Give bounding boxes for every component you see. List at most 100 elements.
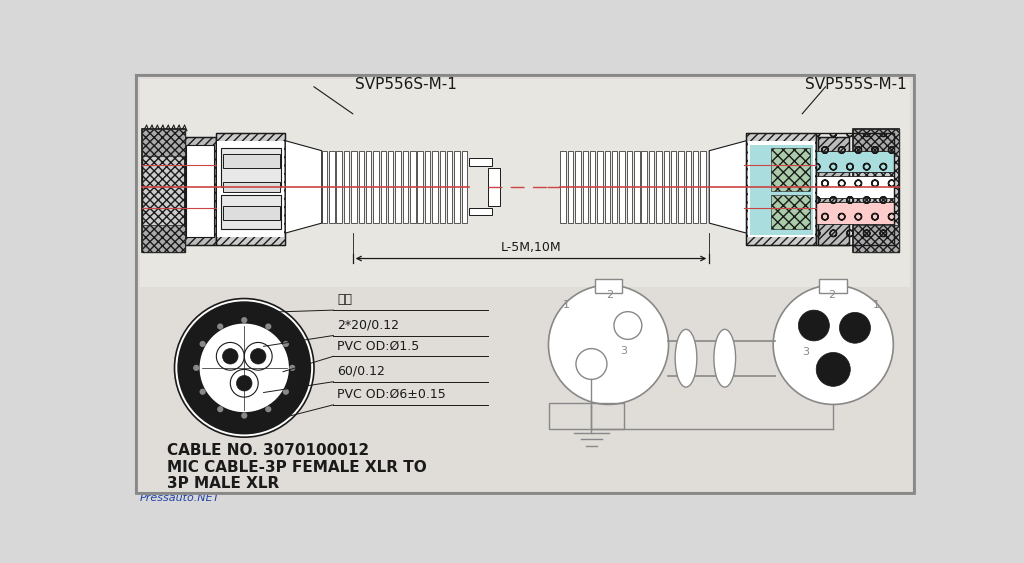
Bar (186, 145, 214, 237)
Bar (816, 133, 894, 245)
Bar (853, 129, 899, 156)
Bar (439, 151, 445, 223)
Circle shape (188, 312, 300, 423)
Bar (750, 145, 813, 235)
Bar (388, 151, 393, 223)
Bar (222, 154, 280, 168)
Bar (374, 151, 379, 223)
Bar (595, 279, 623, 293)
Circle shape (840, 312, 870, 343)
Circle shape (217, 406, 223, 412)
Bar (649, 151, 654, 223)
Circle shape (251, 348, 266, 364)
Bar (402, 151, 409, 223)
Bar (221, 195, 282, 229)
Text: CABLE NO. 3070100012: CABLE NO. 3070100012 (167, 443, 369, 458)
Text: PVC OD:Ø1.5: PVC OD:Ø1.5 (337, 339, 420, 352)
Circle shape (194, 365, 200, 371)
Bar (656, 151, 662, 223)
Circle shape (283, 388, 289, 395)
Bar (634, 151, 640, 223)
Bar (425, 151, 430, 223)
Bar (337, 151, 342, 223)
Text: Pressauto.NET: Pressauto.NET (139, 493, 220, 503)
Bar (597, 151, 603, 223)
Circle shape (241, 317, 248, 323)
Circle shape (265, 323, 271, 329)
Bar (818, 137, 849, 245)
Bar (184, 137, 216, 245)
Bar (222, 206, 280, 220)
Bar (560, 151, 566, 223)
Text: 2: 2 (828, 290, 836, 300)
Bar (358, 151, 364, 223)
Circle shape (230, 369, 258, 397)
Circle shape (283, 341, 289, 347)
Bar (664, 151, 669, 223)
Bar (641, 151, 647, 223)
Bar (771, 149, 810, 191)
Circle shape (289, 365, 295, 371)
Bar (322, 151, 328, 223)
Circle shape (200, 341, 206, 347)
Text: 2: 2 (606, 290, 613, 300)
Circle shape (202, 325, 287, 410)
Bar (575, 151, 581, 223)
Bar (469, 208, 493, 216)
Bar (418, 151, 423, 223)
Text: 1: 1 (872, 300, 880, 310)
Text: 3: 3 (621, 346, 628, 356)
Text: SVP556S-M-1: SVP556S-M-1 (355, 77, 457, 92)
Bar (686, 151, 691, 223)
Bar (381, 151, 386, 223)
Polygon shape (710, 141, 746, 233)
Circle shape (174, 298, 314, 437)
Bar (627, 151, 632, 223)
Circle shape (816, 352, 850, 386)
Bar (746, 133, 816, 245)
Ellipse shape (549, 285, 669, 404)
Text: 60/0.12: 60/0.12 (337, 365, 385, 378)
Circle shape (575, 348, 607, 379)
Text: 棉线: 棉线 (337, 293, 352, 306)
Bar (816, 202, 894, 224)
Bar (222, 181, 280, 193)
Bar (217, 141, 284, 237)
Bar (344, 151, 349, 223)
Circle shape (200, 388, 206, 395)
Text: L-5M,10M: L-5M,10M (501, 241, 561, 254)
Bar (853, 129, 899, 252)
Bar (590, 151, 595, 223)
Bar (746, 133, 816, 245)
Bar (748, 141, 815, 237)
Bar (432, 151, 437, 223)
Bar (853, 225, 899, 252)
Ellipse shape (675, 329, 697, 387)
Circle shape (265, 406, 271, 412)
Text: MIC CABLE-3P FEMALE XLR TO: MIC CABLE-3P FEMALE XLR TO (167, 461, 427, 475)
Bar (446, 151, 453, 223)
Bar (216, 133, 286, 245)
Text: 3: 3 (803, 347, 810, 358)
Circle shape (222, 348, 238, 364)
Circle shape (216, 342, 245, 370)
Text: PVC OD:Ø6±0.15: PVC OD:Ø6±0.15 (337, 388, 446, 401)
Circle shape (245, 342, 272, 370)
Ellipse shape (714, 329, 735, 387)
Bar (549, 403, 624, 430)
Circle shape (241, 413, 248, 419)
Text: 1: 1 (562, 300, 569, 310)
Bar (771, 195, 810, 229)
Bar (583, 151, 588, 223)
Bar (142, 129, 184, 156)
Bar (351, 151, 356, 223)
Bar (620, 151, 625, 223)
Bar (693, 151, 698, 223)
Bar (221, 149, 282, 187)
Circle shape (217, 323, 223, 329)
Bar (700, 151, 706, 223)
Text: 2*20/0.12: 2*20/0.12 (337, 319, 399, 332)
Bar (366, 151, 372, 223)
Circle shape (614, 312, 642, 339)
Bar (216, 133, 286, 245)
